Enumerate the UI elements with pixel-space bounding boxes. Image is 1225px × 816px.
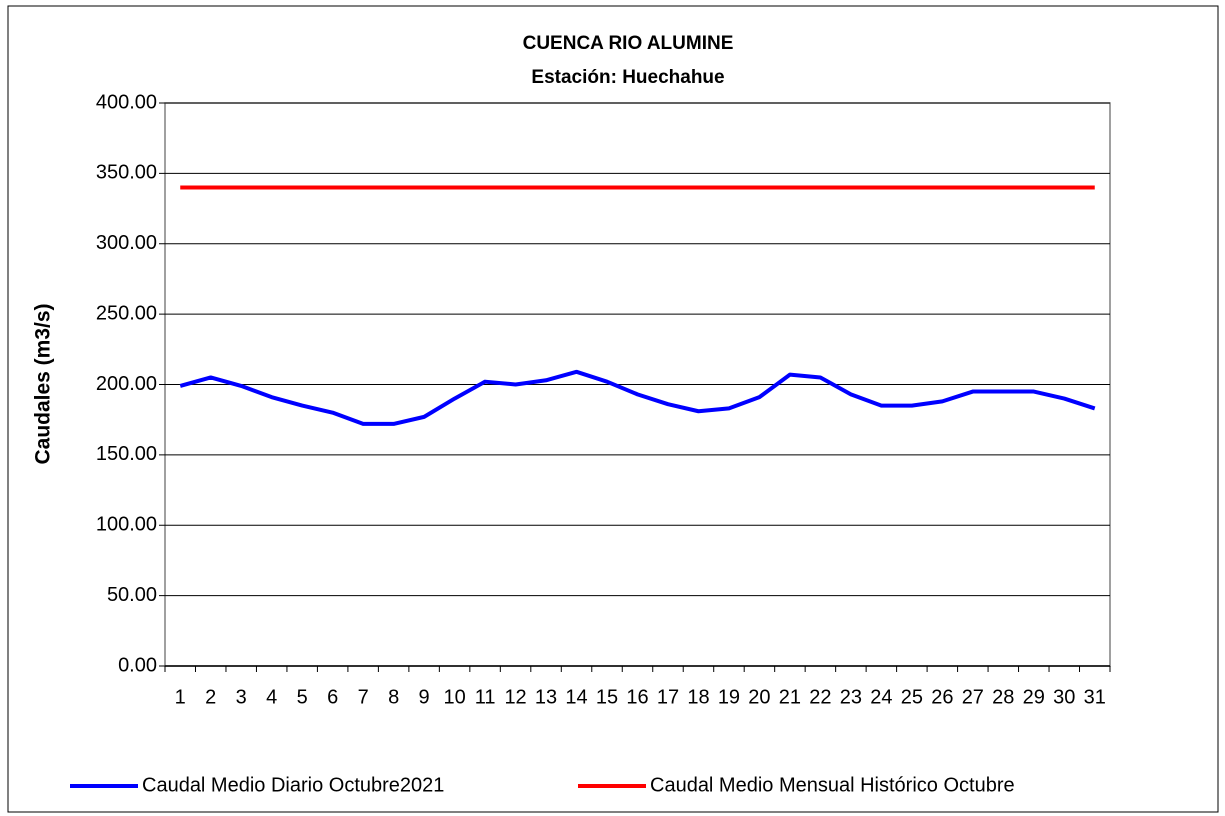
chart-title: CUENCA RIO ALUMINE	[523, 33, 734, 54]
y-tick-label: 200.00	[96, 373, 157, 395]
x-tick-label: 19	[718, 686, 740, 708]
x-tick-label: 29	[1023, 686, 1045, 708]
x-tick-label: 30	[1053, 686, 1075, 708]
x-tick-label: 7	[358, 686, 369, 708]
x-tick-label: 23	[840, 686, 862, 708]
x-tick-label: 31	[1084, 686, 1106, 708]
legend-label: Caudal Medio Mensual Histórico Octubre	[650, 774, 1015, 796]
x-tick-label: 27	[962, 686, 984, 708]
x-tick-label: 21	[779, 686, 801, 708]
x-tick-label: 25	[901, 686, 923, 708]
y-axis-label: Caudales (m3/s)	[32, 303, 55, 464]
y-tick-label: 150.00	[96, 443, 157, 465]
x-tick-label: 9	[419, 686, 430, 708]
series-line	[179, 369, 1096, 426]
x-tick-label: 17	[657, 686, 679, 708]
x-tick-label: 5	[297, 686, 308, 708]
y-tick-label: 250.00	[96, 302, 157, 324]
x-tick-label: 3	[236, 686, 247, 708]
y-tick-label: 100.00	[96, 514, 157, 536]
x-tick-label: 8	[388, 686, 399, 708]
x-tick-label: 20	[748, 686, 770, 708]
x-tick-label: 11	[475, 686, 496, 708]
x-tick-label: 28	[992, 686, 1014, 708]
y-tick-label: 400.00	[96, 91, 157, 113]
x-tick-label: 12	[504, 686, 526, 708]
x-tick-label: 14	[565, 686, 587, 708]
legend-label: Caudal Medio Diario Octubre2021	[142, 774, 444, 796]
x-tick-label: 13	[535, 686, 557, 708]
x-tick-label: 26	[931, 686, 953, 708]
x-tick-label: 4	[266, 686, 277, 708]
x-tick-label: 22	[809, 686, 831, 708]
y-tick-label: 350.00	[96, 162, 157, 184]
y-tick-label: 50.00	[107, 584, 157, 606]
x-tick-label: 24	[870, 686, 892, 708]
x-tick-label: 2	[205, 686, 216, 708]
x-tick-label: 6	[327, 686, 338, 708]
y-tick-label: 300.00	[96, 232, 157, 254]
y-tick-label: 0.00	[118, 654, 157, 676]
x-tick-label: 18	[687, 686, 709, 708]
x-tick-label: 15	[596, 686, 618, 708]
x-tick-label: 16	[626, 686, 648, 708]
chart-subtitle: Estación: Huechahue	[531, 67, 724, 88]
x-tick-label: 1	[175, 686, 186, 708]
x-tick-label: 10	[443, 686, 465, 708]
